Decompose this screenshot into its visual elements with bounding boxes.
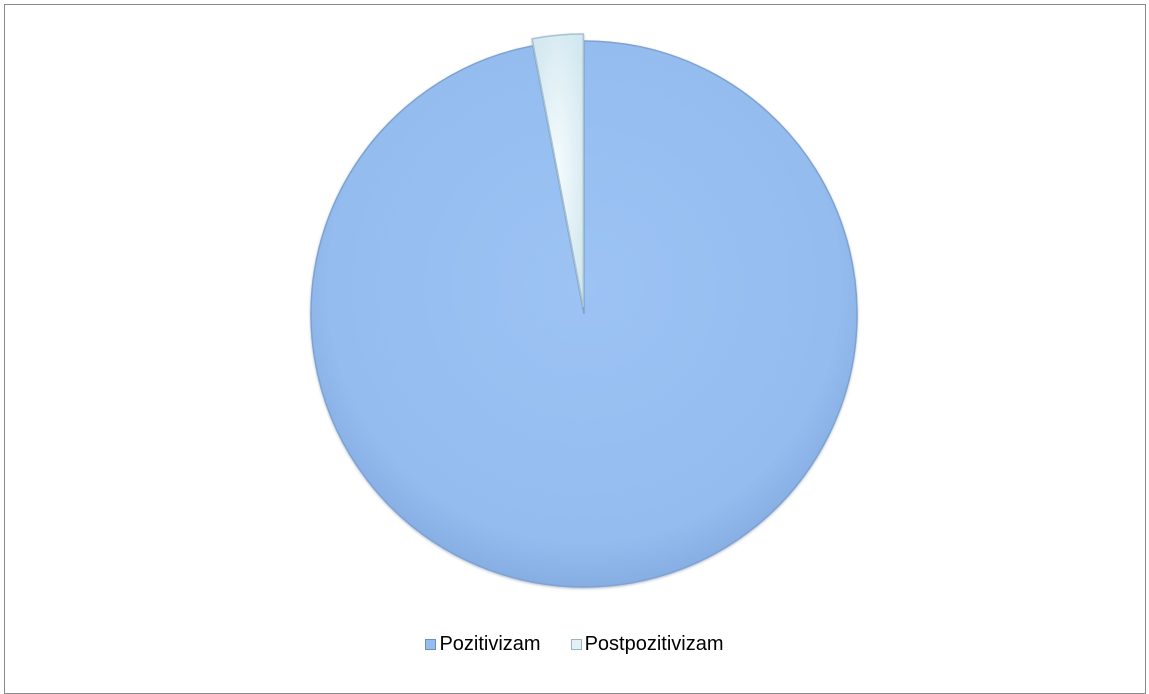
legend-entry-postpozitivizam: Postpozitivizam: [570, 632, 724, 656]
legend: Pozitivizam Postpozitivizam: [0, 628, 1149, 660]
pie-chart: [310, 33, 858, 588]
legend-swatch-pozitivizam: [425, 638, 437, 650]
legend-swatch-postpozitivizam: [570, 638, 582, 650]
legend-entry-pozitivizam: Pozitivizam: [425, 632, 541, 656]
legend-label-postpozitivizam: Postpozitivizam: [584, 632, 724, 655]
legend-label-pozitivizam: Pozitivizam: [439, 632, 541, 655]
pie-slice-postpozitivizam: [531, 33, 585, 308]
pie-slice-pozitivizam: [310, 40, 858, 588]
